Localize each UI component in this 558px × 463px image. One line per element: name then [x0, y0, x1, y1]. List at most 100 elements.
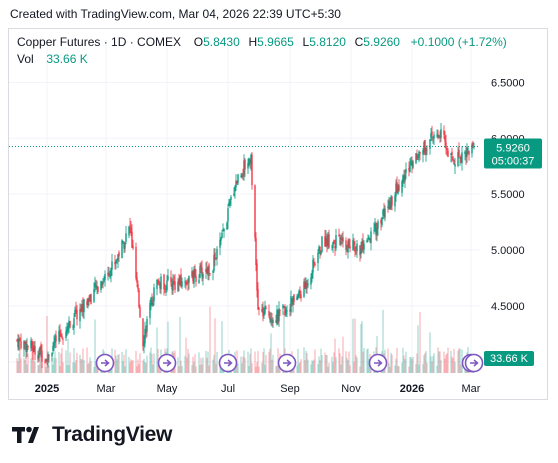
candle-body [353, 241, 355, 246]
volume-bar [458, 348, 460, 373]
volume-bar [454, 361, 456, 373]
candle-body [79, 308, 81, 322]
volume-bars [16, 306, 475, 373]
candle-body [257, 289, 259, 310]
volume-bar [59, 365, 61, 373]
volume-bar [202, 357, 204, 373]
candle-body [326, 239, 328, 246]
candle-body [398, 184, 400, 191]
volume-bar [389, 366, 391, 373]
volume-bar [187, 348, 189, 373]
volume-bar [269, 348, 271, 373]
candle-body [355, 252, 357, 253]
candle-body [67, 325, 69, 331]
candle-body [367, 240, 369, 242]
candle-body [37, 355, 39, 360]
candle-body [432, 137, 434, 139]
candle-body [401, 181, 403, 193]
created-with-label: Created with TradingView.com, Mar 04, 20… [10, 7, 341, 21]
candle-body [44, 362, 46, 364]
candle-body [422, 150, 424, 155]
volume-bar [32, 348, 34, 373]
candle-body [227, 208, 229, 222]
candle-body [291, 298, 293, 303]
candle-body [206, 268, 208, 274]
candle-body [468, 150, 470, 155]
volume-bar [24, 359, 26, 373]
candle-body [249, 160, 251, 163]
candle-body [397, 186, 399, 194]
volume-bar [39, 352, 41, 373]
volume-bar [184, 356, 186, 373]
candle-body [188, 275, 190, 283]
candle-body [418, 151, 420, 157]
candle-body [317, 252, 319, 264]
volume-bar [436, 365, 438, 373]
volume-bar [23, 358, 25, 373]
volume-bar [321, 354, 323, 373]
candle-body [187, 281, 189, 284]
volume-bar [178, 366, 180, 373]
candle-body [221, 232, 223, 239]
candle-body [289, 309, 291, 312]
candle-body [451, 151, 453, 156]
volume-bar [80, 359, 82, 373]
volume-bar [250, 348, 252, 373]
dividend-arrow-icon[interactable] [277, 353, 297, 373]
volume-bar [268, 351, 270, 373]
volume-bar [215, 363, 217, 373]
volume-bar [136, 366, 138, 373]
candle-body [342, 237, 344, 242]
dividend-arrow-icon[interactable] [464, 353, 484, 373]
candle-body [363, 243, 365, 250]
dividend-arrow-icon[interactable] [368, 353, 388, 373]
volume-bar [149, 352, 151, 373]
volume-bar [332, 362, 334, 373]
candle-body [360, 248, 362, 255]
change-value: +0.1000 (+1.72%) [410, 35, 507, 49]
candle-body [458, 149, 460, 158]
chart-frame[interactable] [8, 28, 548, 400]
open-value: 5.8430 [203, 35, 240, 49]
volume-bar [247, 351, 249, 373]
candle-body [74, 309, 76, 317]
volume-bar [44, 359, 46, 373]
volume-bar [214, 318, 216, 373]
volume-bar [125, 349, 127, 373]
volume-bar [338, 348, 340, 373]
candle-body [279, 309, 281, 311]
candle-body [137, 284, 139, 289]
volume-bar [433, 353, 435, 373]
dividend-arrow-icon[interactable] [95, 353, 115, 373]
dividend-arrow-icon[interactable] [218, 353, 238, 373]
volume-bar [75, 359, 77, 373]
candle-body [265, 307, 267, 309]
candle-body [65, 331, 67, 338]
volume-bar [429, 332, 431, 373]
candle-body [151, 299, 153, 305]
volume-bar [137, 359, 139, 373]
dividend-arrow-icon[interactable] [157, 353, 177, 373]
candle-body [251, 154, 253, 186]
symbol-title[interactable]: Copper Futures · 1D · COMEX [17, 35, 182, 49]
volume-bar [405, 351, 407, 373]
candle-body [234, 186, 236, 192]
tradingview-logo[interactable]: TradingView [12, 423, 172, 447]
candle-body [299, 290, 301, 294]
candle-body [325, 237, 327, 246]
volume-bar [299, 362, 301, 373]
volume-bar [65, 350, 67, 373]
candle-body [303, 281, 305, 297]
candle-body [202, 274, 204, 279]
volume-legend: Vol 33.66 K [17, 52, 88, 66]
candle-body [228, 202, 230, 207]
volume-bar [115, 355, 117, 373]
candle-body [220, 237, 222, 241]
candle-body [402, 175, 404, 183]
volume-bar [416, 353, 418, 373]
candle-body [167, 276, 169, 280]
volume-bar [397, 365, 399, 373]
